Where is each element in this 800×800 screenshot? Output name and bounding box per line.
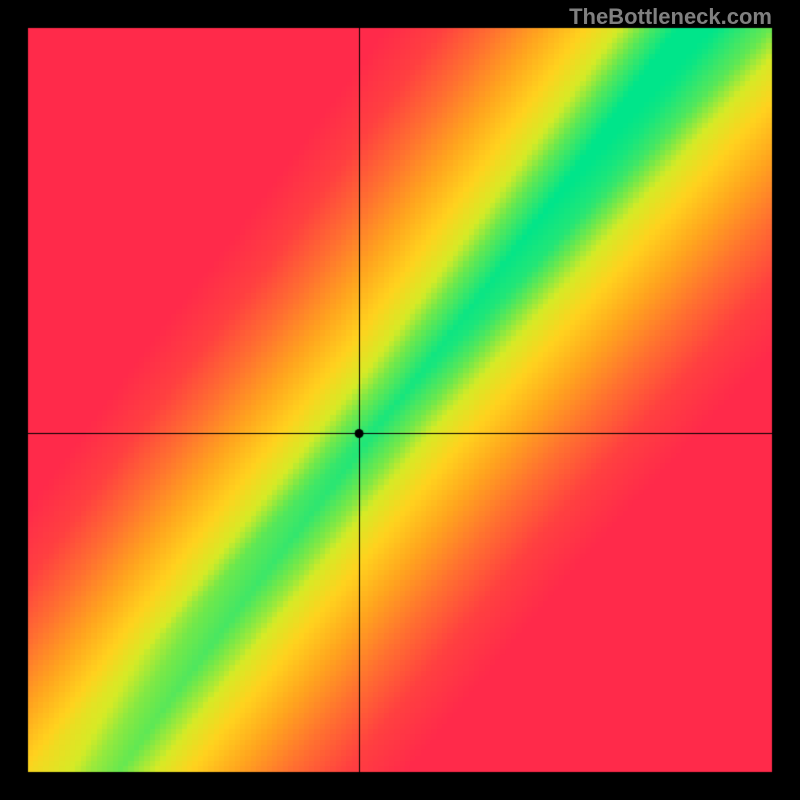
heatmap-canvas	[0, 0, 800, 800]
watermark-text: TheBottleneck.com	[569, 4, 772, 30]
chart-container: TheBottleneck.com	[0, 0, 800, 800]
